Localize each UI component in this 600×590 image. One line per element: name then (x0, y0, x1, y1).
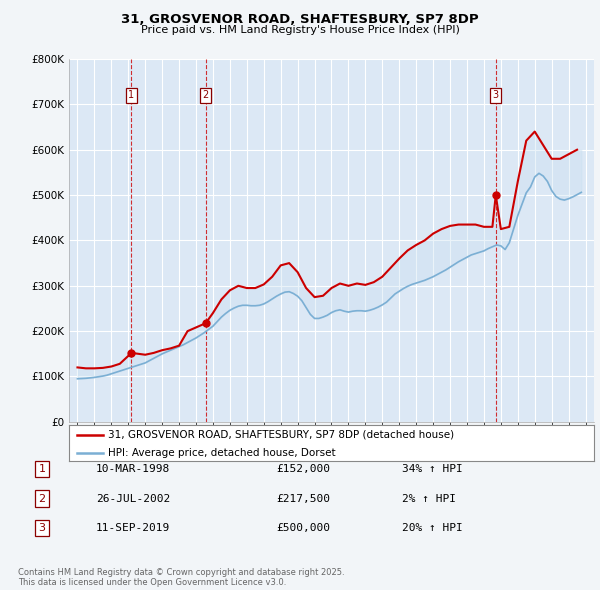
Text: 1: 1 (38, 464, 46, 474)
Text: 10-MAR-1998: 10-MAR-1998 (96, 464, 170, 474)
Text: 3: 3 (493, 90, 499, 100)
Text: 2: 2 (38, 494, 46, 503)
Text: Contains HM Land Registry data © Crown copyright and database right 2025.
This d: Contains HM Land Registry data © Crown c… (18, 568, 344, 587)
Text: £217,500: £217,500 (276, 494, 330, 503)
Text: HPI: Average price, detached house, Dorset: HPI: Average price, detached house, Dors… (109, 448, 336, 458)
Text: 31, GROSVENOR ROAD, SHAFTESBURY, SP7 8DP (detached house): 31, GROSVENOR ROAD, SHAFTESBURY, SP7 8DP… (109, 430, 455, 440)
Text: 3: 3 (38, 523, 46, 533)
Text: 20% ↑ HPI: 20% ↑ HPI (402, 523, 463, 533)
Text: 26-JUL-2002: 26-JUL-2002 (96, 494, 170, 503)
Text: Price paid vs. HM Land Registry's House Price Index (HPI): Price paid vs. HM Land Registry's House … (140, 25, 460, 35)
Text: £152,000: £152,000 (276, 464, 330, 474)
Text: £500,000: £500,000 (276, 523, 330, 533)
Text: 1: 1 (128, 90, 134, 100)
Text: 34% ↑ HPI: 34% ↑ HPI (402, 464, 463, 474)
Text: 2: 2 (203, 90, 209, 100)
Text: 11-SEP-2019: 11-SEP-2019 (96, 523, 170, 533)
Text: 2% ↑ HPI: 2% ↑ HPI (402, 494, 456, 503)
Text: 31, GROSVENOR ROAD, SHAFTESBURY, SP7 8DP: 31, GROSVENOR ROAD, SHAFTESBURY, SP7 8DP (121, 13, 479, 26)
